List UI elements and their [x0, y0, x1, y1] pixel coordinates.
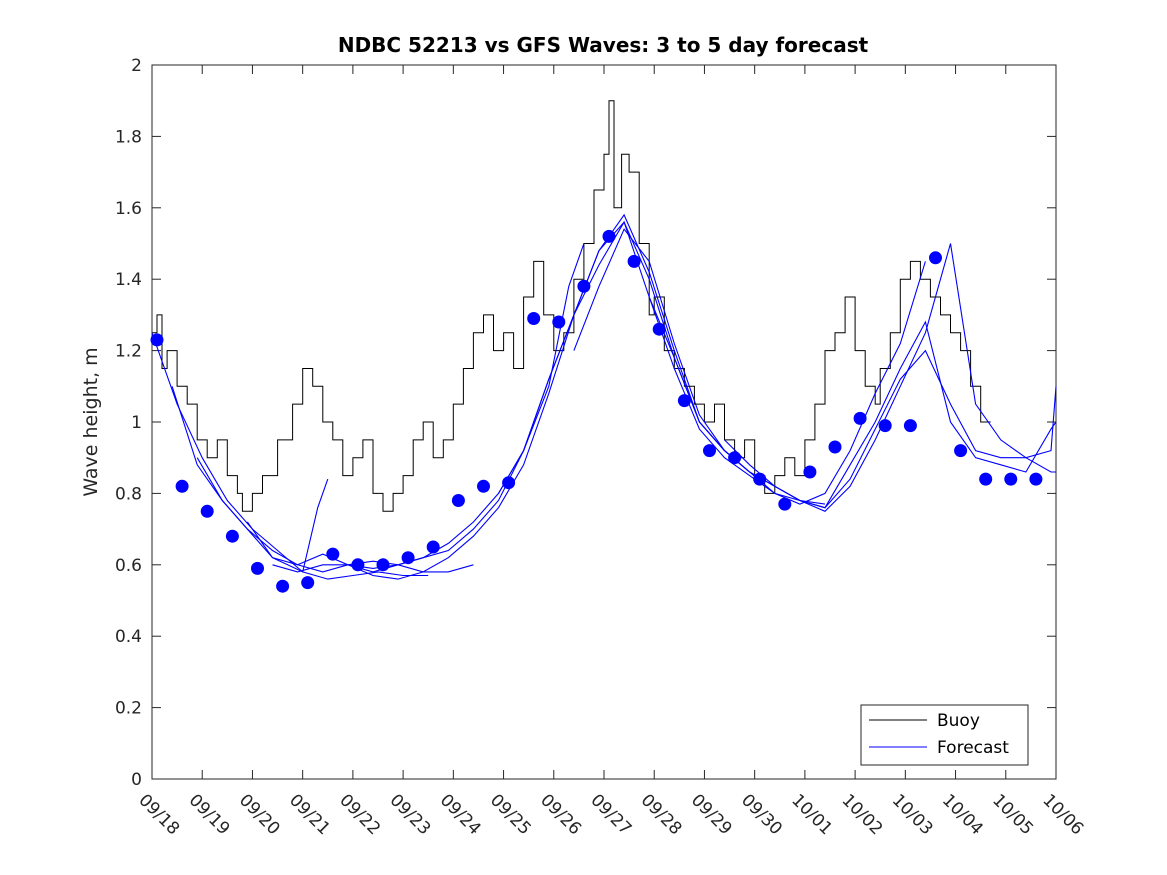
- y-tick-label: 1: [131, 413, 142, 433]
- y-tick-label: 1.8: [115, 127, 142, 147]
- axis-ticks: [151, 64, 1057, 780]
- forecast-marker: [979, 472, 993, 486]
- forecast-marker: [929, 251, 942, 265]
- legend-buoy-label: Buoy: [937, 711, 980, 731]
- forecast-marker: [728, 451, 742, 465]
- forecast-marker: [828, 440, 842, 454]
- forecast-marker: [401, 551, 415, 565]
- forecast-marker: [527, 312, 541, 325]
- forecast-marker: [150, 333, 164, 347]
- forecast-marker: [627, 254, 641, 268]
- forecast-marker: [703, 444, 716, 458]
- forecast-marker: [903, 419, 917, 433]
- legend-forecast-label: Forecast: [937, 738, 1009, 758]
- forecast-marker: [451, 494, 465, 507]
- forecast-marker: [326, 547, 340, 561]
- forecast-marker: [1029, 472, 1043, 486]
- forecast-marker: [477, 479, 490, 493]
- y-axis-tick-labels: 0 0.2 0.4 0.6 0.8 1 1.2 1.4 1.6 1.8 2: [115, 56, 142, 790]
- forecast-marker: [502, 476, 516, 490]
- forecast-marker: [376, 558, 390, 572]
- forecast-marker: [351, 558, 365, 572]
- y-tick-label: 1.6: [115, 199, 142, 219]
- forecast-marker: [652, 322, 666, 336]
- forecast-marker: [803, 465, 817, 479]
- forecast-marker: [276, 579, 290, 593]
- forecast-marker: [251, 561, 264, 575]
- forecast-line-10: [724, 349, 1057, 509]
- buoy-series: [152, 100, 991, 512]
- forecast-marker: [200, 504, 214, 518]
- forecast-marker: [426, 540, 440, 554]
- forecast-marker: [225, 529, 239, 543]
- forecast-line-7: [498, 220, 926, 505]
- buoy-line: [152, 100, 991, 512]
- y-tick-label: 0.2: [115, 699, 142, 719]
- forecast-line-4: [246, 478, 329, 573]
- forecast-markers: [150, 229, 1043, 593]
- legend-box: [860, 704, 1029, 766]
- y-tick-label: 1.2: [115, 342, 142, 362]
- forecast-marker: [954, 444, 968, 458]
- forecast-line-9: [648, 243, 1056, 512]
- y-tick-label: 0.6: [115, 556, 142, 576]
- forecast-marker: [577, 279, 591, 293]
- forecast-marker: [602, 229, 616, 243]
- forecast-marker: [301, 576, 315, 590]
- forecast-series: [151, 213, 1057, 580]
- y-axis-label: Wave height, m: [80, 347, 102, 496]
- chart-title: NDBC 52213 vs GFS Waves: 3 to 5 day fore…: [338, 33, 869, 57]
- legend: Buoy Forecast: [860, 704, 1029, 766]
- forecast-marker: [853, 411, 867, 425]
- forecast-marker: [878, 419, 892, 433]
- y-tick-label: 0.4: [115, 627, 142, 647]
- forecast-line-1: [151, 332, 429, 580]
- y-tick-label: 2: [131, 56, 142, 76]
- forecast-marker: [677, 394, 691, 408]
- forecast-marker: [753, 472, 767, 486]
- y-tick-label: 0.8: [115, 484, 142, 504]
- forecast-marker: [552, 315, 566, 329]
- forecast-marker: [1004, 472, 1018, 486]
- forecast-marker: [175, 479, 189, 493]
- forecast-marker: [778, 497, 792, 511]
- y-tick-label: 0: [131, 770, 142, 790]
- y-tick-label: 1.4: [115, 270, 142, 290]
